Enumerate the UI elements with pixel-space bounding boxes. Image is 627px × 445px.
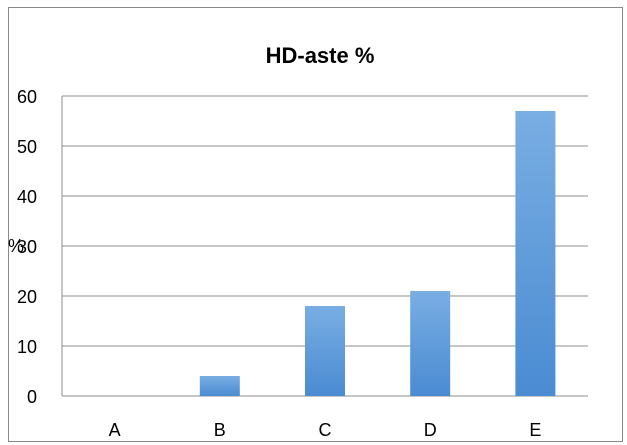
y-tick-label: 10 (17, 337, 37, 357)
x-tick-label: B (214, 420, 226, 440)
y-axis-ticks: 0 10 20 30 40 50 60 (17, 87, 37, 407)
y-tick-label: 40 (17, 187, 37, 207)
x-tick-label: E (529, 420, 541, 440)
x-tick-label: A (109, 420, 121, 440)
x-tick-label: D (424, 420, 437, 440)
y-tick-label: 60 (17, 87, 37, 107)
y-tick-label: 50 (17, 137, 37, 157)
y-tick-label: 20 (17, 287, 37, 307)
bars (199, 111, 556, 396)
y-tick-label: 30 (17, 237, 37, 257)
chart-title: HD-aste % (266, 43, 375, 68)
bar-B (199, 376, 240, 396)
x-tick-label: C (319, 420, 332, 440)
y-axis-label: % (8, 236, 24, 256)
y-tick-label: 0 (27, 387, 37, 407)
gridlines (61, 95, 588, 397)
bar-C (305, 306, 345, 396)
bar-E (515, 111, 556, 396)
bar-D (410, 291, 451, 396)
x-axis-ticks: A B C D E (109, 420, 542, 440)
